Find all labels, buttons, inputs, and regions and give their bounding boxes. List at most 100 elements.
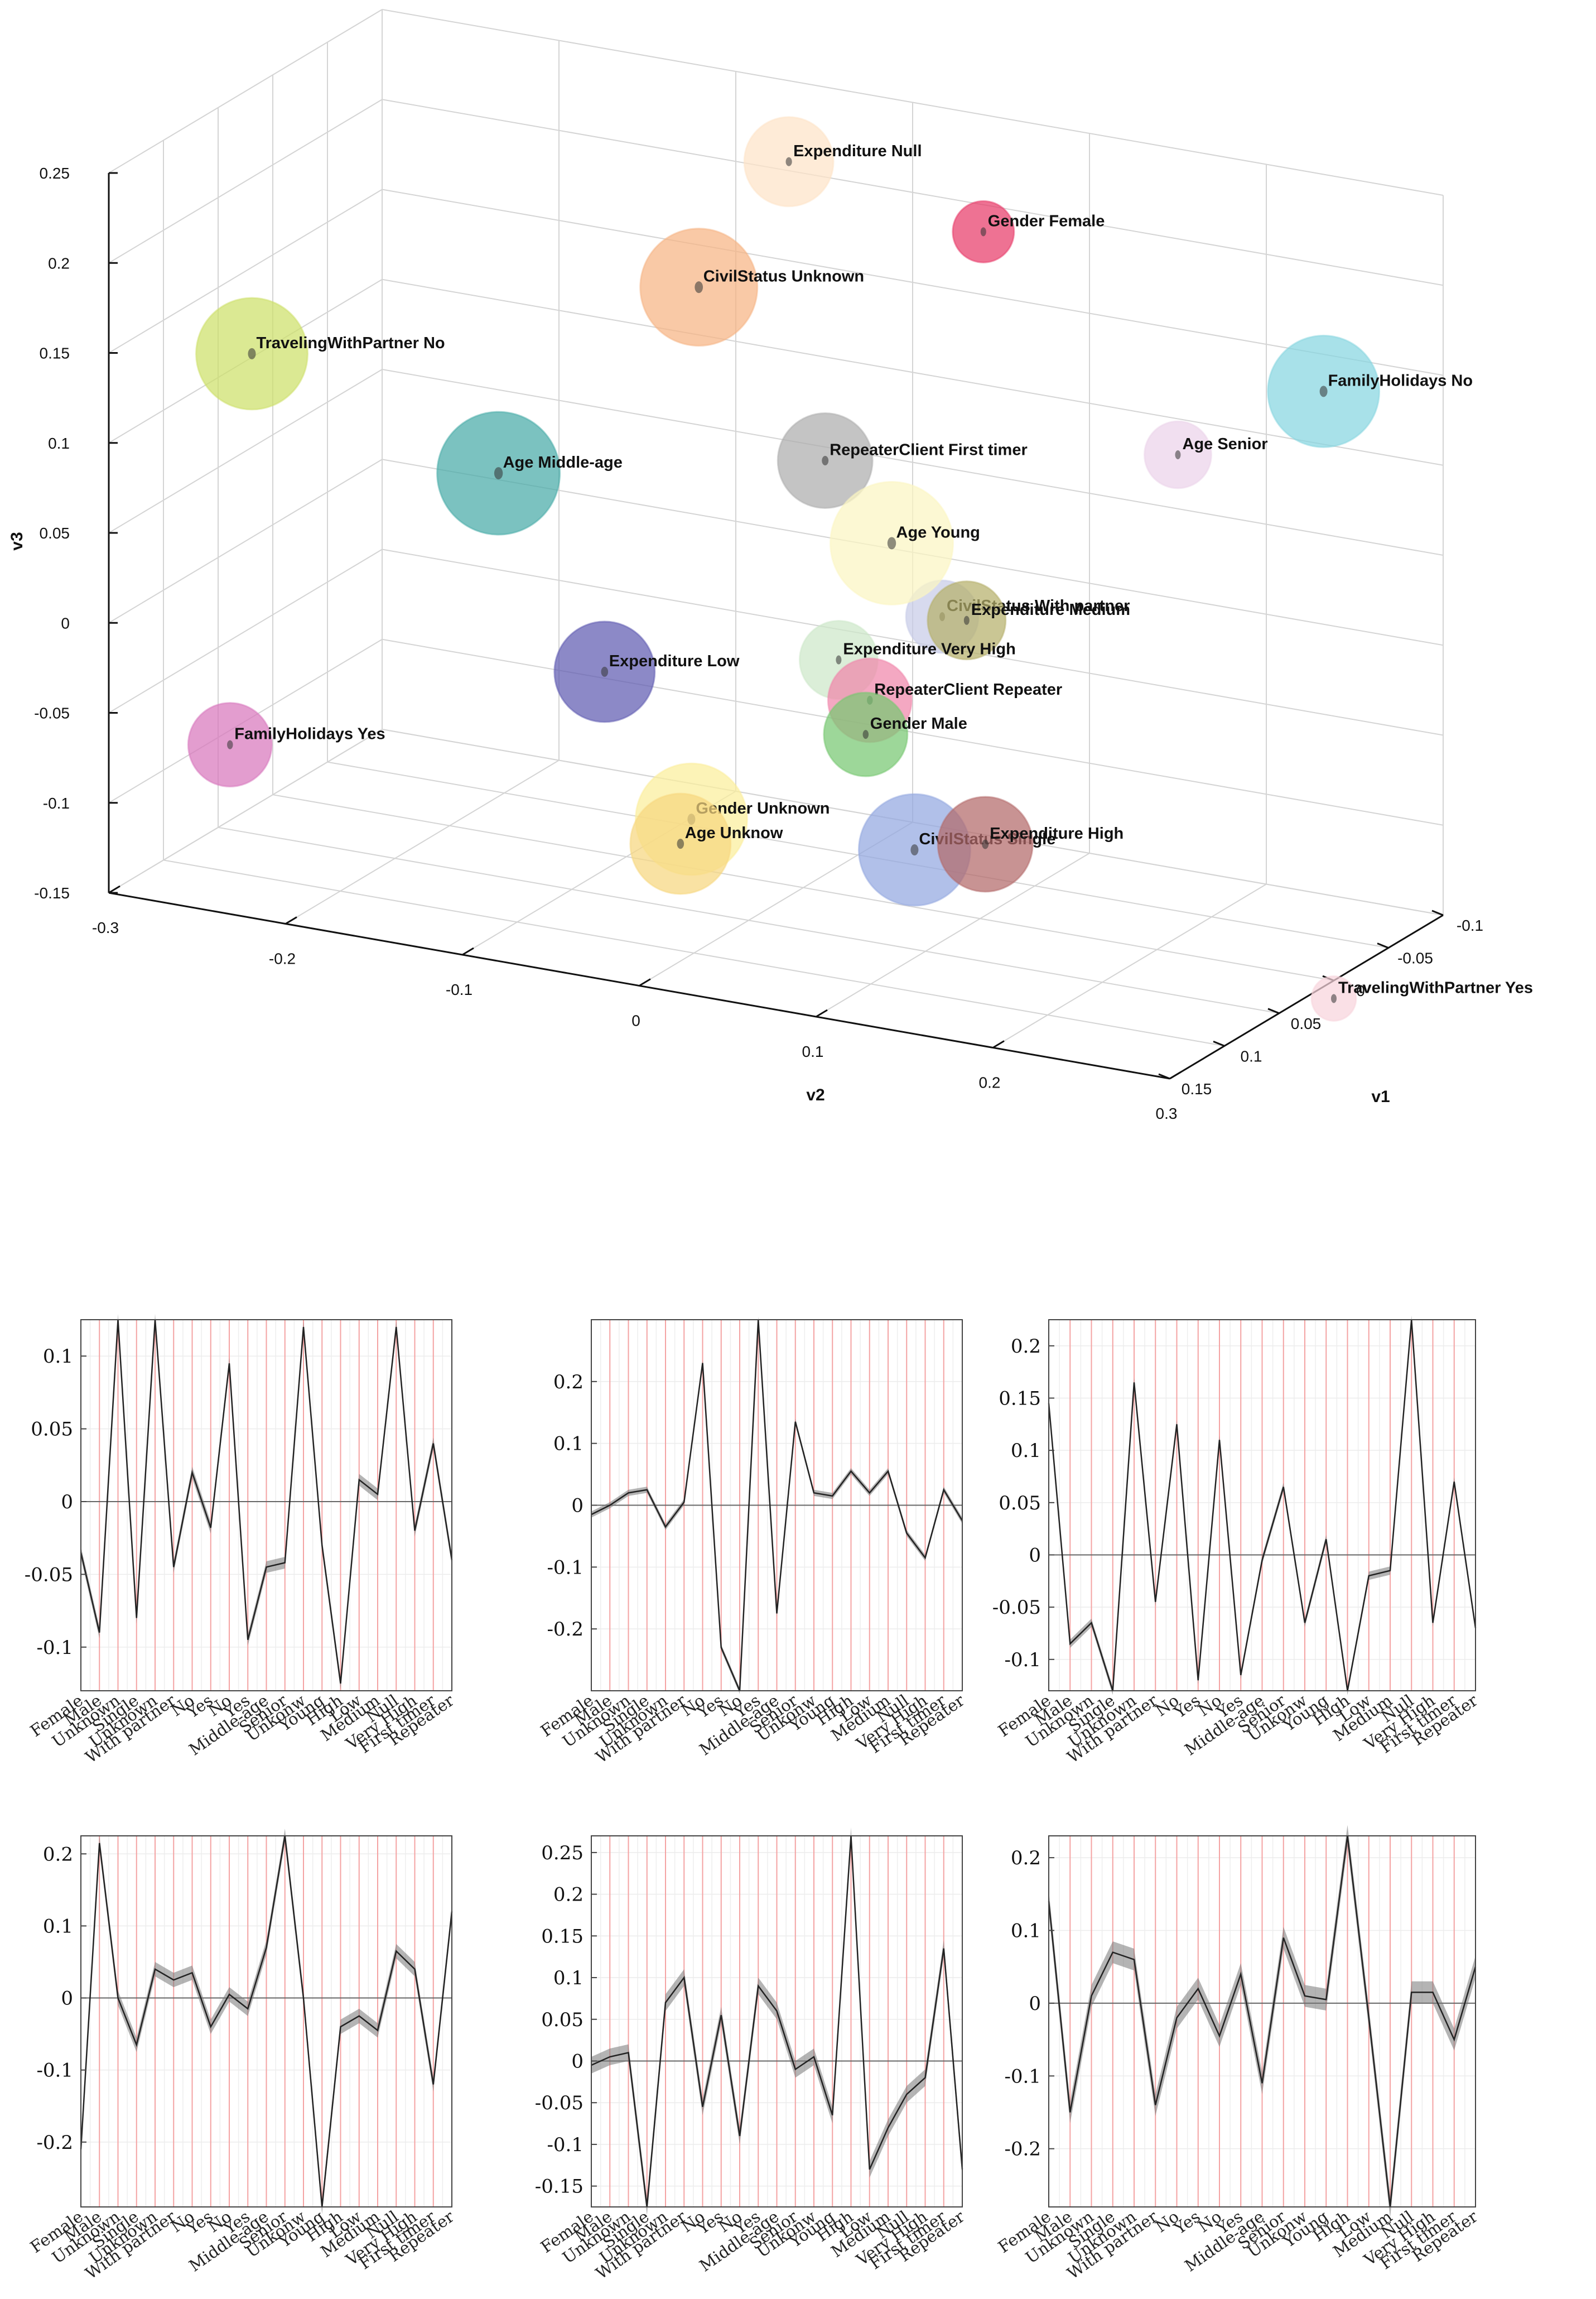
grid-line [218, 826, 1280, 1014]
grid-line [163, 859, 1225, 1047]
y-tick-label: -0.1 [547, 2134, 584, 2156]
y-tick-label: 0.25 [541, 1842, 584, 1864]
plot-frame [80, 1835, 452, 2207]
sphere-core [887, 537, 896, 550]
grid-line [382, 189, 1444, 376]
y-tick-label: -0.1 [1004, 2065, 1041, 2088]
v1-tick-label: 0.05 [1291, 1015, 1322, 1032]
y-tick-label: -0.2 [547, 1618, 584, 1641]
v3-tick-label: -0.1 [43, 795, 70, 812]
plot-frame [1048, 1319, 1476, 1691]
v2-tick-label: 0.2 [979, 1074, 1001, 1091]
point-label: Expenditure Null [793, 142, 922, 160]
grid-line [327, 761, 1389, 949]
sphere-point: Expenditure Null [743, 116, 922, 208]
grid-line [382, 99, 1444, 286]
v2-tick-label: -0.3 [92, 919, 119, 936]
sphere-core [494, 467, 503, 480]
sphere-point: Expenditure Low [553, 621, 740, 723]
y-tick-label: 0.1 [43, 1345, 73, 1368]
y-tick-label: 0.2 [1011, 1847, 1041, 1869]
y-tick-label: -0.05 [25, 1564, 73, 1586]
v1-tick-label: 0.15 [1182, 1080, 1212, 1098]
grid-line [382, 369, 1444, 556]
sphere-core [910, 844, 919, 856]
y-tick-label: 0.2 [43, 1843, 73, 1865]
v3-tick-label: 0.15 [40, 345, 70, 362]
y-tick-label: 0 [61, 1491, 73, 1513]
y-tick-label: -0.05 [992, 1596, 1041, 1619]
grid-line [108, 459, 383, 624]
point-label: RepeaterClient First timer [830, 441, 1028, 459]
y-tick-label: 0.15 [999, 1387, 1041, 1410]
plot-frame [1048, 1835, 1476, 2207]
point-label: Age Young [896, 523, 980, 541]
sphere-core [677, 839, 684, 849]
point-label: Age Senior [1183, 435, 1268, 453]
point-label: Expenditure Medium [971, 601, 1130, 619]
v3-tick-label: -0.15 [34, 884, 70, 902]
y-tick-label: -0.1 [1004, 1649, 1041, 1671]
y-tick-label: -0.15 [535, 2176, 584, 2198]
v1-tick-label: -0.05 [1397, 950, 1433, 967]
grid-line [992, 883, 1267, 1049]
v2-tick [462, 947, 474, 956]
grid-line [272, 794, 1334, 982]
sphere-point: RepeaterClient First timer [777, 412, 1028, 509]
y-tick-label: 0.15 [541, 1925, 584, 1947]
v1-tick [1377, 942, 1389, 949]
v2-tick [285, 916, 297, 925]
v1-tick-label: 0 [1356, 982, 1365, 999]
v3-tick-label: 0.05 [40, 525, 70, 542]
y-tick-label: -0.2 [36, 2132, 73, 2154]
y-tick-label: -0.1 [36, 2060, 73, 2082]
sphere-core [601, 666, 609, 677]
y-tick-label: 0.1 [553, 1967, 584, 1989]
point-label: TravelingWithPartner Yes [1338, 979, 1533, 997]
v2-tick-label: -0.1 [446, 981, 472, 998]
grid-line [285, 759, 560, 925]
v3-tick-label: 0 [61, 614, 70, 632]
sphere-point: TravelingWithPartner No [195, 297, 445, 411]
v1-axis-title: v1 [1371, 1088, 1390, 1106]
y-tick-label: -0.1 [547, 1556, 584, 1579]
grid-line [382, 9, 1444, 196]
axes [108, 173, 1444, 1080]
v3-tick-label: 0.1 [48, 435, 70, 452]
sphere-point: Expenditure Medium [927, 580, 1130, 661]
sphere-point: Age Unknow [629, 792, 783, 895]
point-label: Expenditure High [990, 825, 1124, 843]
y-tick-label: 0 [571, 1495, 584, 1517]
sphere-point: Age Middle-age [436, 411, 623, 536]
point-label: Gender Male [870, 715, 967, 733]
line-panel: 0.20.150.10.050-0.05-0.1FemaleMaleUnknow… [992, 1315, 1481, 1767]
line-panel: 0.10.050-0.05-0.1FemaleMaleUnknownSingle… [25, 1314, 457, 1767]
sphere-core [982, 839, 989, 849]
point-label: TravelingWithPartner No [257, 334, 445, 352]
sphere-core [785, 157, 792, 166]
v1-tick [1431, 910, 1444, 916]
y-tick-label: -0.2 [1004, 2138, 1041, 2161]
point-label: CivilStatus Unknown [703, 268, 864, 286]
grid-line [108, 549, 383, 714]
series-line [591, 1319, 963, 1691]
grid-line [108, 369, 383, 533]
sphere-point: Age Young [830, 480, 980, 605]
v2-tick [992, 1040, 1005, 1049]
v1-tick [1267, 1008, 1280, 1014]
y-tick-label: 0.2 [553, 1371, 584, 1393]
v1-tick-label: 0.1 [1241, 1047, 1262, 1065]
y-tick-label: -0.05 [535, 2092, 584, 2114]
grid-line [108, 729, 383, 893]
v2-tick-label: 0.3 [1156, 1105, 1178, 1122]
y-tick-label: 0.05 [541, 2009, 584, 2031]
v2-tick [1169, 1071, 1182, 1080]
v1-tick-label: -0.1 [1457, 917, 1483, 934]
sphere-point: Age Senior [1144, 420, 1268, 489]
y-tick-label: 0 [1029, 1993, 1041, 2015]
sphere-core [963, 615, 970, 625]
point-label: FamilyHolidays No [1328, 372, 1473, 389]
series-line [80, 1835, 453, 2207]
y-tick-label: 0.1 [43, 1915, 73, 1937]
sphere-point: CivilStatus Unknown [639, 228, 864, 347]
